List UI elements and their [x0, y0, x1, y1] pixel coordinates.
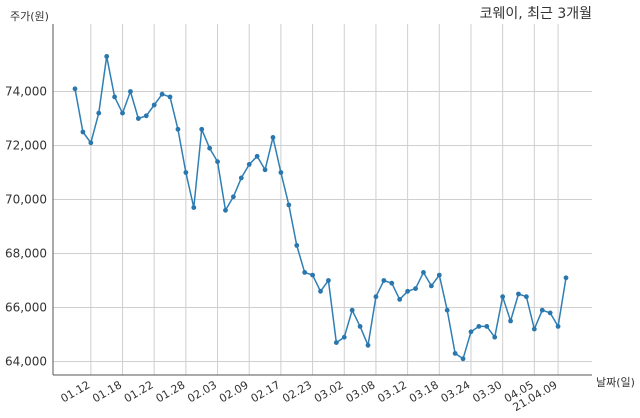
x-tick-label: 02.03 — [185, 378, 219, 405]
data-point — [159, 91, 165, 97]
data-point — [183, 170, 189, 175]
data-point — [444, 307, 450, 313]
data-point — [199, 126, 205, 132]
tick-labels: 64,000 66,000 68,000 70,000 72,000 74,000 01.1… — [5, 85, 560, 415]
data-point — [357, 324, 363, 329]
x-tick-label: 02.09 — [217, 378, 251, 405]
x-tick-label: 03.08 — [344, 378, 378, 405]
data-point — [270, 135, 276, 140]
data-point — [238, 175, 244, 181]
data-point — [452, 351, 458, 356]
data-point — [88, 140, 94, 146]
y-axis-label: 주가(원) — [10, 10, 49, 23]
data-point — [468, 329, 474, 335]
data-point — [508, 318, 513, 324]
data-point — [318, 288, 323, 294]
data-point — [476, 324, 482, 329]
data-point — [428, 283, 434, 289]
x-tick-label: 03.12 — [375, 378, 409, 405]
data-point — [492, 334, 498, 340]
data-point — [302, 270, 308, 275]
data-point — [563, 275, 569, 281]
x-tick-label: 01.12 — [59, 378, 93, 405]
y-tick-label: 68,000 — [5, 247, 47, 261]
series-line — [74, 55, 567, 360]
data-point — [96, 110, 102, 116]
data-point — [112, 94, 117, 100]
chart-title: 코웨이, 최근 3개월 — [480, 6, 592, 22]
data-point — [516, 291, 521, 297]
data-point — [326, 278, 331, 283]
x-tick-label: 03.24 — [439, 378, 473, 405]
data-point — [436, 272, 442, 278]
data-point — [405, 288, 411, 294]
data-point — [151, 102, 157, 108]
data-point — [531, 326, 537, 332]
data-point — [254, 153, 260, 159]
series — [72, 54, 569, 362]
y-tick-label: 74,000 — [5, 85, 47, 99]
data-point — [524, 294, 529, 300]
x-tick-label: 02.23 — [280, 378, 314, 405]
data-point — [143, 113, 149, 119]
data-point — [72, 86, 78, 92]
y-tick-label: 66,000 — [5, 301, 47, 315]
data-point — [547, 310, 553, 316]
data-point — [80, 129, 86, 135]
data-point — [104, 54, 110, 59]
y-tick-label: 70,000 — [5, 193, 47, 207]
data-point — [223, 207, 228, 213]
data-point — [135, 116, 141, 121]
data-point — [207, 145, 213, 151]
data-point — [413, 286, 418, 291]
data-point — [215, 159, 220, 165]
data-point — [389, 280, 395, 286]
data-point — [349, 307, 355, 313]
data-point — [381, 278, 387, 283]
x-tick-label: 03.30 — [470, 378, 504, 405]
y-tick-label: 72,000 — [5, 139, 47, 153]
axes — [52, 24, 592, 376]
data-point — [191, 205, 197, 211]
data-point — [341, 334, 347, 340]
data-point — [262, 167, 268, 173]
data-point — [167, 94, 173, 100]
y-tick-label: 64,000 — [5, 355, 47, 369]
data-point — [310, 272, 315, 278]
data-point — [460, 356, 466, 362]
data-point — [278, 170, 284, 175]
grid-lines — [53, 24, 592, 375]
data-point — [421, 270, 426, 275]
data-point — [555, 324, 561, 329]
data-point — [294, 243, 300, 248]
x-axis-label: 날짜(일) — [596, 375, 635, 389]
x-tick-label: 01.28 — [154, 378, 188, 405]
data-point — [230, 194, 236, 200]
data-point — [500, 294, 506, 300]
data-point — [128, 89, 133, 94]
x-tick-label: 02.17 — [249, 378, 283, 405]
data-point — [365, 342, 371, 348]
data-point — [333, 340, 339, 345]
x-tick-label: 03.18 — [407, 378, 441, 405]
data-point — [484, 324, 490, 329]
data-point — [373, 294, 379, 300]
data-point — [246, 162, 252, 167]
data-point — [120, 110, 125, 116]
x-tick-label: 01.18 — [90, 378, 124, 405]
x-tick-label: 01.22 — [122, 378, 156, 405]
data-point — [286, 202, 292, 208]
data-point — [175, 126, 181, 132]
x-tick-label: 03.02 — [312, 378, 346, 405]
data-point — [397, 297, 403, 302]
data-point — [539, 307, 545, 313]
